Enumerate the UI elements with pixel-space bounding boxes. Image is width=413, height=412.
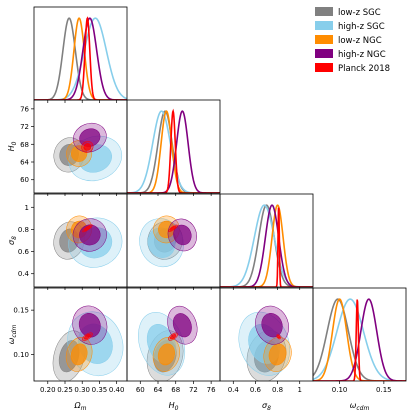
- posterior-curve-4: [313, 299, 406, 381]
- contour-3-inner: [172, 313, 192, 338]
- panel-h0-vs-om: 60 64 68 72 76: [20, 99, 128, 196]
- x-tick-label: 0.30: [74, 386, 90, 394]
- x-tick-label: 0.10: [332, 386, 348, 394]
- x-tick-label: 0.25: [57, 386, 73, 394]
- panel-frame: [219, 193, 314, 288]
- x-tick-label: 0.6: [250, 386, 262, 394]
- y-axis-label-h0: H0: [7, 141, 18, 151]
- y-tick-label: 64: [20, 159, 29, 167]
- panel-h0-vs-h0: [126, 99, 221, 196]
- legend-swatch-2: [315, 35, 333, 44]
- panel-wc-vs-wc: 0.10 0.15: [312, 287, 407, 394]
- contour-2-inner: [157, 343, 175, 366]
- contour-3-inner: [173, 224, 192, 246]
- legend-label-2: low-z NGC: [338, 36, 382, 46]
- y-tick-label: 60: [20, 176, 29, 184]
- y-tick-label: 68: [20, 141, 29, 149]
- panel-wc-vs-h0: 60 64 68 72 76: [126, 287, 221, 394]
- panel-frame: [126, 99, 221, 194]
- y-axis-label-wc: ωcdm: [7, 325, 18, 345]
- panel-s8-vs-h0: [126, 193, 221, 290]
- panel-s8-vs-om: 0.4 0.6 0.8 1: [18, 193, 128, 290]
- contour-3-inner: [261, 313, 283, 338]
- contour-3-inner: [78, 313, 101, 338]
- x-tick-label: 0.8: [272, 386, 283, 394]
- x-axis-label-s8: σ8: [262, 401, 271, 412]
- y-tick-label: 72: [20, 123, 29, 131]
- legend-label-3: high-z NGC: [338, 50, 386, 60]
- contour-2-inner: [71, 145, 88, 162]
- posterior-curve-4: [34, 16, 127, 100]
- contour-4-inner: [84, 225, 91, 231]
- contour-4-inner: [169, 334, 177, 340]
- y-tick-label: 0.4: [18, 270, 30, 278]
- legend-label-4: Planck 2018: [338, 64, 390, 74]
- y-axis-label-s8: σ8: [7, 236, 18, 245]
- x-tick-label: 76: [207, 386, 216, 394]
- posterior-curve-2: [220, 204, 313, 287]
- x-tick-label: 72: [189, 386, 198, 394]
- x-tick-label: 0.15: [376, 386, 392, 394]
- contour-2-inner: [70, 343, 88, 366]
- x-tick-label: 0.20: [40, 386, 56, 394]
- contour-4-inner: [83, 333, 91, 340]
- contour-4-inner: [169, 225, 177, 231]
- x-tick-label: 1: [297, 386, 301, 394]
- x-axis-label-wc: ωcdm: [350, 401, 370, 412]
- legend-swatch-3: [315, 49, 333, 58]
- y-tick-label: 76: [20, 105, 29, 113]
- contour-4-inner: [83, 143, 92, 151]
- posterior-curve-0: [127, 110, 220, 193]
- x-tick-label: 64: [154, 386, 163, 394]
- x-axis-label-h0: H0: [169, 401, 179, 412]
- x-tick-label: 0.40: [109, 386, 125, 394]
- legend-swatch-1: [315, 21, 333, 30]
- legend-label-0: low-z SGC: [338, 8, 381, 18]
- x-tick-label: 68: [171, 386, 180, 394]
- contour-2-inner: [268, 343, 287, 366]
- panel-wc-vs-s8: 0.4 0.6 0.8 1: [219, 287, 314, 394]
- legend-swatch-0: [315, 7, 333, 16]
- x-tick-label: 0.35: [92, 386, 108, 394]
- posterior-curve-4: [127, 108, 220, 193]
- x-tick-label: 0.4: [228, 386, 240, 394]
- contour-4-inner: [277, 335, 281, 339]
- panel-wc-vs-om: 0.20 0.25 0.30 0.35 0.40 0.10 0.15: [13, 287, 128, 394]
- x-axis-label-om: Ωm: [74, 401, 87, 412]
- y-tick-label: 0.10: [13, 351, 29, 359]
- y-tick-label: 0.6: [18, 248, 30, 256]
- panel-s8-vs-s8: [219, 193, 314, 290]
- posterior-curve-3: [313, 298, 406, 381]
- posterior-curve-2: [127, 110, 220, 193]
- x-tick-label: 60: [136, 386, 145, 394]
- posterior-curve-0: [34, 17, 127, 100]
- y-tick-label: 0.15: [13, 307, 29, 315]
- legend: low-z SGC high-z SGC low-z NGC high-z NGC Pl…: [315, 7, 390, 74]
- legend-label-1: high-z SGC: [338, 22, 385, 32]
- legend-swatch-4: [315, 63, 333, 72]
- y-tick-label: 0.8: [18, 226, 29, 234]
- panel-om-vs-om: [33, 6, 128, 103]
- panel-frame: [312, 287, 407, 382]
- y-tick-label: 1: [25, 204, 29, 212]
- posterior-curve-2: [34, 17, 127, 100]
